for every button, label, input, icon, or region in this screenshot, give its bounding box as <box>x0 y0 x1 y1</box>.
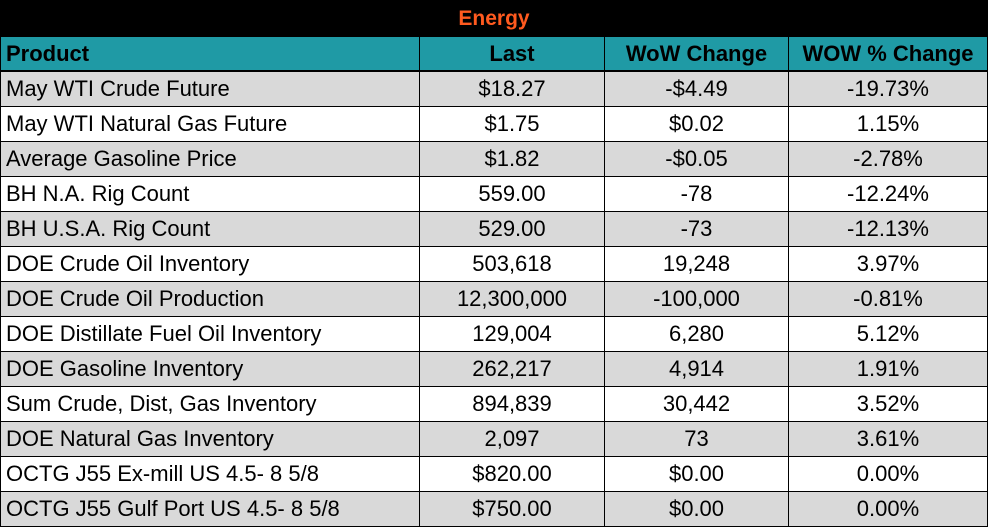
cell-wow-change: -73 <box>605 212 789 246</box>
cell-product: Average Gasoline Price <box>1 142 420 176</box>
cell-last: 559.00 <box>420 177 605 211</box>
cell-wow-pct-change: 5.12% <box>856 321 920 346</box>
header-last: Last <box>420 37 605 70</box>
cell-wow-change: 19,248 <box>605 247 789 281</box>
cell-wow-change: 30,442 <box>605 387 789 421</box>
table-row: DOE Distillate Fuel Oil Inventory 129,004… <box>1 317 987 352</box>
table-row: Sum Crude, Dist, Gas Inventory 894,839 30,… <box>1 387 987 422</box>
header-product: Product <box>1 37 420 70</box>
cell-wow-change: -$0.05 <box>605 142 789 176</box>
cell-product: BH U.S.A. Rig Count <box>1 212 420 246</box>
cell-wow-change: $0.02 <box>605 107 789 141</box>
table-row: BH U.S.A. Rig Count 529.00 -73 -12.13% <box>1 212 987 247</box>
cell-wow-pct-change: 3.97% <box>856 251 920 276</box>
table-row: DOE Gasoline Inventory 262,217 4,914 1.91% <box>1 352 987 387</box>
cell-product: Sum Crude, Dist, Gas Inventory <box>1 387 420 421</box>
header-wow-change: WoW Change <box>605 37 789 70</box>
table-row: OCTG J55 Ex-mill US 4.5- 8 5/8 $820.00 $0.… <box>1 457 987 492</box>
table-row: BH N.A. Rig Count 559.00 -78 -12.24% <box>1 177 987 212</box>
cell-wow-pct-change: 3.61% <box>856 426 920 451</box>
cell-wow-pct-change: -12.24% <box>847 181 929 206</box>
cell-product: DOE Distillate Fuel Oil Inventory <box>1 317 420 351</box>
cell-product: May WTI Natural Gas Future <box>1 107 420 141</box>
table-row: May WTI Crude Future $18.27 -$4.49 -19.73% <box>1 72 987 107</box>
cell-product: DOE Natural Gas Inventory <box>1 422 420 456</box>
cell-last: $18.27 <box>420 72 605 106</box>
cell-wow-pct-change: 0.00% <box>856 496 920 521</box>
table-row: May WTI Natural Gas Future $1.75 $0.02 1.15… <box>1 107 987 142</box>
cell-wow-change: 73 <box>605 422 789 456</box>
cell-wow-change: 4,914 <box>605 352 789 386</box>
cell-last: 529.00 <box>420 212 605 246</box>
table-body: May WTI Crude Future $18.27 -$4.49 -19.73% M… <box>0 72 988 527</box>
table-row: DOE Crude Oil Production 12,300,000 -100,0… <box>1 282 987 317</box>
cell-last: 262,217 <box>420 352 605 386</box>
cell-wow-change: -100,000 <box>605 282 789 316</box>
cell-last: $750.00 <box>420 492 605 526</box>
cell-wow-pct-change: -0.81% <box>853 286 923 311</box>
table-row: OCTG J55 Gulf Port US 4.5- 8 5/8 $750.00 $… <box>1 492 987 527</box>
cell-wow-pct-change: 1.15% <box>856 111 920 136</box>
cell-product: OCTG J55 Ex-mill US 4.5- 8 5/8 <box>1 457 420 491</box>
cell-wow-change: -$4.49 <box>605 72 789 106</box>
cell-product: BH N.A. Rig Count <box>1 177 420 211</box>
table-title: Energy <box>0 0 988 37</box>
cell-last: 2,097 <box>420 422 605 456</box>
cell-wow-change: -78 <box>605 177 789 211</box>
cell-wow-pct-change: -2.78% <box>853 146 923 171</box>
cell-wow-pct-change: 0.00% <box>856 461 920 486</box>
cell-last: 129,004 <box>420 317 605 351</box>
table-row: DOE Crude Oil Inventory 503,618 19,248 3.97… <box>1 247 987 282</box>
cell-last: 503,618 <box>420 247 605 281</box>
cell-product: May WTI Crude Future <box>1 72 420 106</box>
header-row: Product Last WoW Change WOW % Change <box>0 37 988 72</box>
cell-wow-change: 6,280 <box>605 317 789 351</box>
header-wow-pct-change: WOW % Change <box>802 40 974 66</box>
cell-product: OCTG J55 Gulf Port US 4.5- 8 5/8 <box>1 492 420 526</box>
cell-wow-change: $0.00 <box>605 492 789 526</box>
cell-wow-change: $0.00 <box>605 457 789 491</box>
table-row: Average Gasoline Price $1.82 -$0.05 -2.78% <box>1 142 987 177</box>
cell-last: $820.00 <box>420 457 605 491</box>
cell-product: DOE Crude Oil Production <box>1 282 420 316</box>
table-row: DOE Natural Gas Inventory 2,097 73 3.61% <box>1 422 987 457</box>
cell-wow-pct-change: 1.91% <box>856 356 920 381</box>
cell-product: DOE Crude Oil Inventory <box>1 247 420 281</box>
cell-last: 894,839 <box>420 387 605 421</box>
cell-wow-pct-change: 3.52% <box>856 391 920 416</box>
cell-wow-pct-change: -12.13% <box>847 216 929 241</box>
cell-last: 12,300,000 <box>420 282 605 316</box>
cell-wow-pct-change: -19.73% <box>847 76 929 101</box>
cell-product: DOE Gasoline Inventory <box>1 352 420 386</box>
cell-last: $1.75 <box>420 107 605 141</box>
cell-last: $1.82 <box>420 142 605 176</box>
